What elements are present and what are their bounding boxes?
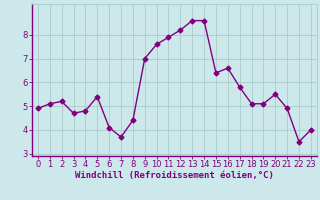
X-axis label: Windchill (Refroidissement éolien,°C): Windchill (Refroidissement éolien,°C) [75, 171, 274, 180]
